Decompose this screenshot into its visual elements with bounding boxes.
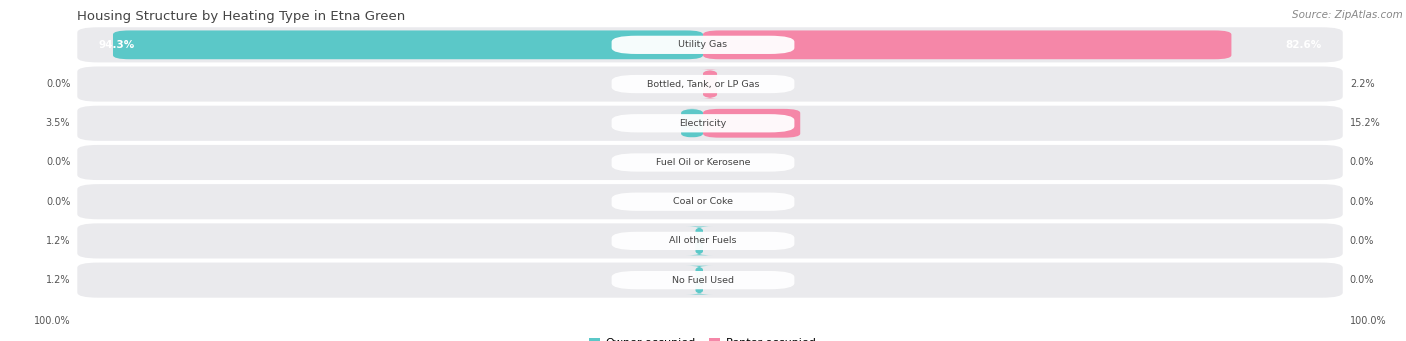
FancyBboxPatch shape [612,153,794,172]
FancyBboxPatch shape [77,263,1343,298]
Text: All other Fuels: All other Fuels [669,236,737,246]
Text: 1.2%: 1.2% [46,236,70,246]
FancyBboxPatch shape [77,223,1343,258]
Text: Fuel Oil or Kerosene: Fuel Oil or Kerosene [655,158,751,167]
Text: 2.2%: 2.2% [1350,79,1375,89]
Text: 100.0%: 100.0% [34,316,70,326]
Text: 94.3%: 94.3% [98,40,135,50]
FancyBboxPatch shape [77,145,1343,180]
FancyBboxPatch shape [703,30,1232,59]
Text: 3.5%: 3.5% [46,118,70,128]
FancyBboxPatch shape [612,271,794,289]
FancyBboxPatch shape [77,27,1343,62]
Text: Electricity: Electricity [679,119,727,128]
FancyBboxPatch shape [77,106,1343,141]
Text: 1.2%: 1.2% [46,275,70,285]
Text: No Fuel Used: No Fuel Used [672,276,734,285]
Text: 0.0%: 0.0% [1350,197,1374,207]
FancyBboxPatch shape [612,36,794,54]
Legend: Owner-occupied, Renter-occupied: Owner-occupied, Renter-occupied [585,333,821,341]
Text: Housing Structure by Heating Type in Etna Green: Housing Structure by Heating Type in Etn… [77,10,405,23]
Text: 82.6%: 82.6% [1285,40,1322,50]
Text: 0.0%: 0.0% [46,197,70,207]
Text: 15.2%: 15.2% [1350,118,1381,128]
Text: Bottled, Tank, or LP Gas: Bottled, Tank, or LP Gas [647,79,759,89]
Text: 0.0%: 0.0% [1350,275,1374,285]
FancyBboxPatch shape [681,109,703,138]
FancyBboxPatch shape [612,114,794,132]
FancyBboxPatch shape [612,232,794,250]
FancyBboxPatch shape [612,193,794,211]
Text: 0.0%: 0.0% [46,158,70,167]
Text: Coal or Coke: Coal or Coke [673,197,733,206]
FancyBboxPatch shape [686,266,713,295]
FancyBboxPatch shape [700,70,720,99]
Text: 0.0%: 0.0% [1350,158,1374,167]
Text: 0.0%: 0.0% [1350,236,1374,246]
Text: 100.0%: 100.0% [1350,316,1386,326]
FancyBboxPatch shape [612,75,794,93]
FancyBboxPatch shape [703,109,800,138]
Text: 0.0%: 0.0% [46,79,70,89]
FancyBboxPatch shape [686,226,713,255]
FancyBboxPatch shape [112,30,703,59]
Text: Utility Gas: Utility Gas [679,40,727,49]
Text: Source: ZipAtlas.com: Source: ZipAtlas.com [1292,10,1403,20]
FancyBboxPatch shape [77,66,1343,102]
FancyBboxPatch shape [77,184,1343,219]
